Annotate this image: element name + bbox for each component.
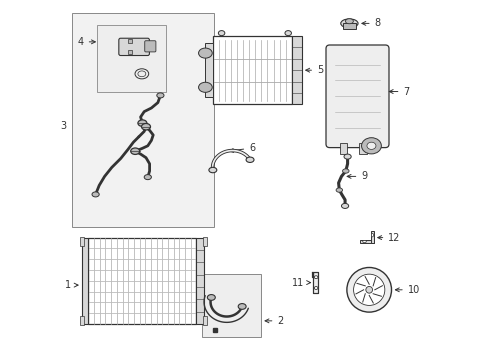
Ellipse shape xyxy=(362,138,381,154)
Bar xyxy=(340,143,347,154)
Text: 4: 4 xyxy=(77,37,96,47)
Bar xyxy=(205,43,213,97)
Bar xyxy=(371,231,374,243)
Bar xyxy=(80,316,84,325)
Ellipse shape xyxy=(285,31,292,36)
Ellipse shape xyxy=(142,123,150,130)
Bar xyxy=(360,240,374,243)
Ellipse shape xyxy=(345,19,353,24)
Bar xyxy=(82,238,88,324)
Text: 11: 11 xyxy=(292,278,311,288)
Text: 3: 3 xyxy=(61,121,67,131)
Ellipse shape xyxy=(198,48,212,58)
Bar xyxy=(202,274,261,337)
Ellipse shape xyxy=(347,267,392,312)
Ellipse shape xyxy=(219,31,225,36)
Polygon shape xyxy=(312,272,318,293)
Ellipse shape xyxy=(92,192,99,197)
Ellipse shape xyxy=(367,142,376,149)
Text: 2: 2 xyxy=(265,316,284,326)
Text: 8: 8 xyxy=(362,18,381,28)
Bar xyxy=(72,13,215,227)
Bar xyxy=(128,50,132,54)
Ellipse shape xyxy=(207,294,215,300)
Ellipse shape xyxy=(366,287,372,293)
Ellipse shape xyxy=(138,120,147,126)
Bar xyxy=(196,238,204,324)
Ellipse shape xyxy=(238,303,246,309)
Text: 10: 10 xyxy=(395,285,420,295)
Ellipse shape xyxy=(157,93,164,98)
Ellipse shape xyxy=(354,274,385,305)
Text: 6: 6 xyxy=(230,143,255,153)
Ellipse shape xyxy=(342,203,349,208)
Bar xyxy=(203,316,207,325)
Text: 1: 1 xyxy=(65,280,78,290)
Bar xyxy=(80,237,84,246)
Ellipse shape xyxy=(314,287,318,289)
Ellipse shape xyxy=(344,154,351,159)
Bar xyxy=(98,25,166,92)
Bar xyxy=(88,238,196,324)
Ellipse shape xyxy=(198,82,212,93)
Bar xyxy=(343,23,356,29)
Ellipse shape xyxy=(138,71,146,77)
Text: 7: 7 xyxy=(389,86,410,96)
Bar xyxy=(128,39,132,43)
Bar xyxy=(213,36,292,104)
Ellipse shape xyxy=(314,276,318,279)
Ellipse shape xyxy=(343,169,349,173)
Ellipse shape xyxy=(131,148,140,154)
Text: 9: 9 xyxy=(347,171,368,181)
FancyBboxPatch shape xyxy=(326,45,389,148)
Text: 5: 5 xyxy=(306,65,323,75)
Ellipse shape xyxy=(341,19,358,28)
Ellipse shape xyxy=(209,167,217,173)
FancyBboxPatch shape xyxy=(145,41,156,52)
Text: 12: 12 xyxy=(378,233,401,243)
Bar xyxy=(360,143,367,154)
Bar xyxy=(203,237,207,246)
Ellipse shape xyxy=(363,240,367,243)
Ellipse shape xyxy=(144,175,151,180)
Ellipse shape xyxy=(246,157,254,162)
Ellipse shape xyxy=(371,233,373,237)
Ellipse shape xyxy=(336,188,343,192)
FancyBboxPatch shape xyxy=(119,38,149,55)
Bar xyxy=(292,36,302,104)
